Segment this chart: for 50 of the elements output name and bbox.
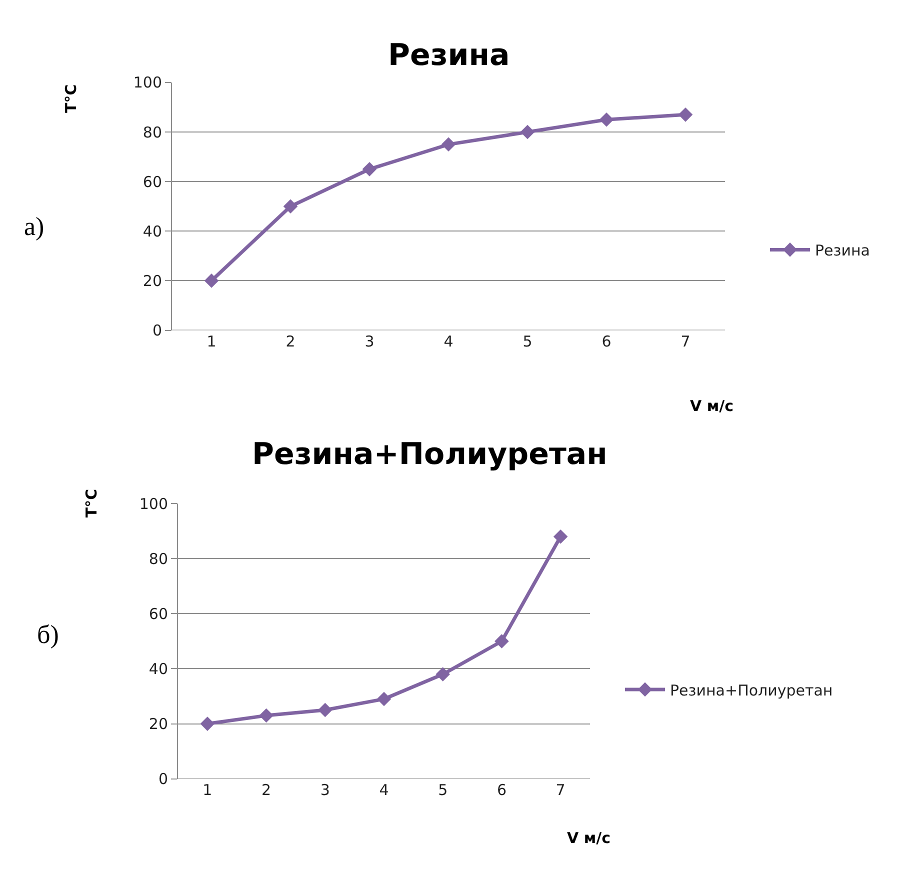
y-tick-label: 80 — [148, 550, 168, 568]
y-axis-title: T°C — [82, 488, 100, 518]
point — [441, 137, 456, 152]
point — [553, 529, 568, 544]
y-tick-label: 0 — [152, 322, 162, 340]
y-tick-label: 60 — [142, 172, 162, 191]
text: б) — [37, 620, 59, 649]
x-tick-label: 6 — [496, 780, 506, 799]
chart-title: Резина+Полиуретан — [252, 437, 608, 472]
x-tick-label: 1 — [202, 780, 212, 799]
point — [376, 692, 392, 706]
point — [599, 112, 614, 127]
x-tick-label: 7 — [680, 332, 690, 350]
y-tick-label: 60 — [148, 604, 168, 623]
y-tick-label: 40 — [142, 222, 162, 240]
legend-label: Резина — [815, 242, 870, 260]
point — [318, 702, 332, 718]
x-tick-label: 5 — [438, 780, 448, 799]
x-tick-label: 3 — [320, 780, 330, 799]
point — [678, 108, 693, 122]
x-tick-label: 3 — [364, 332, 374, 350]
x-tick-label: 7 — [556, 780, 566, 799]
chart-title: Резина — [388, 38, 510, 73]
y-tick-label: 80 — [142, 123, 162, 142]
point — [362, 162, 377, 176]
point — [494, 634, 509, 648]
y-tick-label: 20 — [148, 715, 168, 734]
y-tick-label: 0 — [158, 770, 168, 788]
x-tick-label: 2 — [286, 332, 296, 350]
y-tick-label: 100 — [139, 494, 168, 513]
point — [204, 274, 219, 288]
y-tick-label: 20 — [142, 272, 162, 290]
x-axis-title: V м/с — [567, 829, 610, 847]
point — [520, 124, 535, 140]
point — [283, 199, 298, 214]
y-axis-title: T°C — [62, 84, 80, 113]
y-tick-label: 40 — [148, 660, 168, 678]
x-tick-label: 5 — [522, 332, 532, 350]
x-tick-label: 4 — [444, 332, 454, 350]
legend-label: Резина+Полиуретан — [670, 681, 833, 700]
point — [259, 708, 274, 723]
point — [200, 716, 215, 731]
x-axis-title: V м/с — [690, 397, 734, 415]
y-tick-label: 100 — [133, 74, 162, 92]
point — [436, 667, 450, 682]
x-tick-label: 4 — [379, 780, 389, 799]
x-tick-label: 1 — [206, 332, 216, 350]
x-tick-label: 6 — [602, 332, 612, 350]
x-tick-label: 2 — [262, 780, 272, 799]
text: а) — [24, 212, 44, 241]
